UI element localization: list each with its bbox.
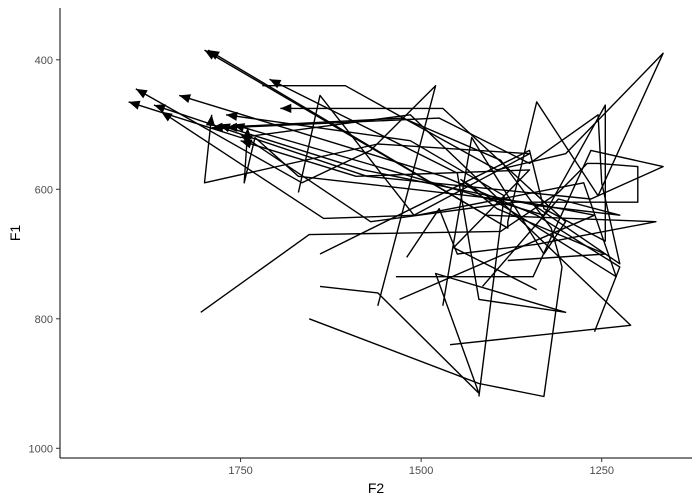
trajectory-line bbox=[200, 133, 639, 313]
arrowhead bbox=[211, 122, 223, 132]
trajectory-14 bbox=[160, 111, 617, 278]
arrowhead bbox=[269, 79, 282, 89]
arrowhead bbox=[280, 103, 292, 113]
y-tick-label: 400 bbox=[35, 55, 53, 67]
x-tick-label: 1500 bbox=[409, 465, 433, 477]
trajectory-line bbox=[203, 94, 531, 216]
trajectory-13 bbox=[153, 104, 664, 278]
arrowhead bbox=[233, 123, 246, 132]
trajectory-line bbox=[178, 94, 621, 332]
trajectory-line bbox=[233, 104, 606, 255]
trajectory-17 bbox=[207, 49, 664, 229]
trajectory-line bbox=[160, 111, 617, 278]
trajectory-line bbox=[226, 114, 505, 397]
arrowhead bbox=[135, 88, 148, 99]
y-ticks: 400 600 800 1000 bbox=[29, 55, 60, 455]
x-tick-label: 1250 bbox=[589, 465, 613, 477]
trajectory-line bbox=[226, 114, 621, 265]
trajectory-7 bbox=[178, 94, 621, 332]
trajectory-18 bbox=[211, 117, 563, 398]
axes: 1750 1500 1250 400 600 800 1000 F2 F1 bbox=[7, 8, 692, 496]
y-tick-label: 800 bbox=[35, 314, 53, 326]
arrowhead bbox=[153, 104, 166, 113]
trajectory-line bbox=[211, 117, 563, 398]
trajectory-line bbox=[240, 140, 538, 291]
y-tick-label: 600 bbox=[35, 184, 53, 196]
trajectory-line bbox=[207, 49, 664, 229]
trajectory-10 bbox=[233, 104, 606, 255]
x-ticks: 1750 1500 1250 bbox=[228, 458, 614, 477]
y-axis-title: F1 bbox=[7, 225, 23, 242]
x-axis-title: F2 bbox=[368, 480, 385, 496]
trajectory-line bbox=[153, 104, 664, 278]
trajectory-line bbox=[218, 123, 621, 287]
arrowhead bbox=[226, 111, 238, 121]
y-tick-label: 1000 bbox=[29, 443, 53, 455]
x-tick-label: 1750 bbox=[228, 465, 252, 477]
trajectory-16 bbox=[200, 133, 639, 313]
plot-area bbox=[128, 49, 664, 398]
trajectory-line bbox=[128, 101, 632, 346]
arrowhead bbox=[240, 134, 253, 145]
trajectory-line bbox=[243, 127, 596, 301]
arrowhead bbox=[179, 94, 191, 103]
arrowhead bbox=[208, 50, 220, 60]
trajectory-11 bbox=[226, 111, 505, 397]
arrowhead bbox=[161, 111, 173, 122]
arrowhead bbox=[128, 100, 141, 110]
trajectory-2 bbox=[128, 100, 632, 346]
